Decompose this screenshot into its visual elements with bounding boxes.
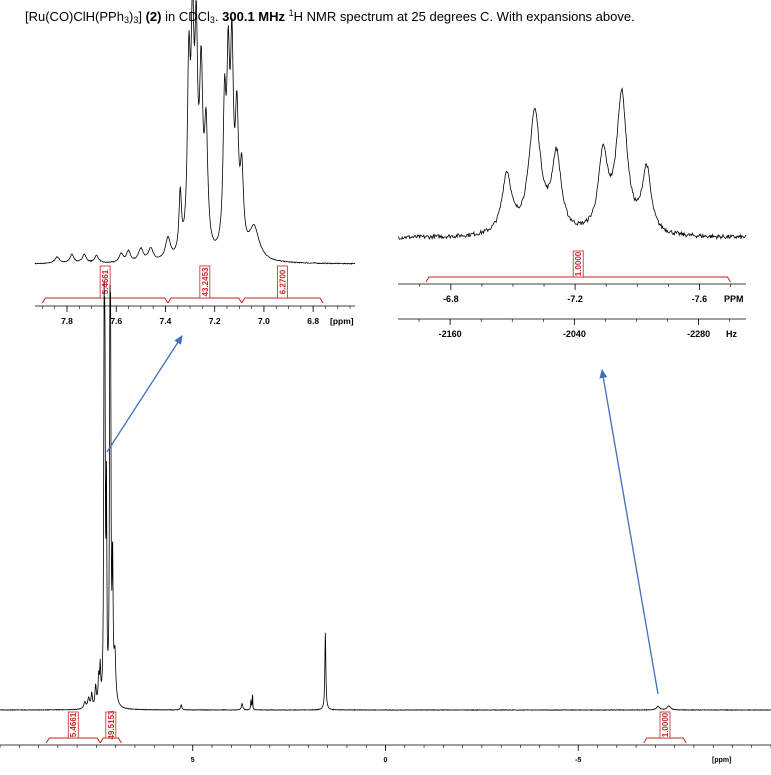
integral-value: 1.0000 — [661, 712, 670, 737]
hz-tick-label: -2160 — [439, 329, 462, 339]
formula-prefix: [Ru(CO)ClH(PPh — [25, 9, 124, 24]
x-tick-label: 5 — [191, 757, 195, 764]
caption-period: . — [214, 9, 223, 24]
figure-caption: [Ru(CO)ClH(PPh3)3] (2) in CDCl3. 300.1 M… — [25, 8, 765, 25]
integral-label-box — [67, 711, 79, 739]
x-tick-label: 7.2 — [209, 316, 221, 326]
hydride-expansion-panel: 1.0000 -6.8 -7.2 -7.6 PPM -2160 -2040 -2280 Hz — [397, 86, 747, 339]
integral-label-box — [99, 265, 111, 299]
integral-bracket — [425, 276, 731, 283]
x-tick-label: -5 — [575, 757, 581, 764]
integral-bracket — [241, 297, 324, 304]
x-axis-unit-label: [ppm] — [712, 757, 731, 764]
solvent-subscript: 3 — [209, 15, 215, 25]
integral-label-box — [276, 265, 288, 299]
expansion-arrow-hydride — [599, 369, 659, 695]
integral-value: 6.2700 — [278, 269, 287, 294]
integral-bracket — [643, 737, 687, 744]
integral-label-box — [105, 711, 117, 739]
integral-value: 43.2453 — [201, 267, 210, 296]
formula-subscript-2: 3 — [133, 15, 139, 25]
formula-subscript-1: 3 — [123, 15, 129, 25]
spectrometer-frequency: 300.1 MHz — [222, 9, 286, 24]
aromatic-expansion-panel: 5.4661 43.2453 6.2700 7.8 7.6 7.4 7.2 7.0 6.8 [pp… — [34, 0, 356, 326]
solvent-text: in CDCl — [161, 9, 210, 24]
integral-label-box — [659, 711, 671, 739]
caption-rest: H NMR spectrum at 25 degrees C. With exp… — [293, 9, 635, 24]
formula-mid: ) — [128, 9, 134, 24]
integral-value: 1.0000 — [574, 251, 583, 276]
x-tick-label: 7.0 — [258, 316, 270, 326]
x-tick-label: 6.8 — [307, 316, 319, 326]
spectrum-trace — [397, 86, 747, 241]
x-tick-label: 7.6 — [110, 316, 122, 326]
integral-label-box — [199, 265, 211, 299]
full-spectrum-panel: 5.4661 49.5153 1.0000 5 0 -5 [ppm] — [0, 281, 771, 764]
spectrum-trace — [0, 281, 771, 711]
compound-number: (2) — [145, 9, 162, 24]
integral-value: 5.4661 — [69, 712, 78, 737]
x-tick-label: -7.6 — [692, 294, 708, 304]
formula-suffix: ] — [138, 9, 142, 24]
integral-label-box — [572, 250, 584, 278]
x-tick-label: 7.8 — [61, 316, 73, 326]
integral-value: 5.4661 — [101, 269, 110, 294]
integral-bracket — [45, 737, 101, 744]
integral-bracket — [167, 297, 243, 304]
x-tick-label: -6.8 — [443, 294, 459, 304]
hz-tick-label: -2040 — [563, 329, 586, 339]
x-tick-label: 7.4 — [160, 316, 172, 326]
x-axis-unit-label: [ppm] — [330, 316, 354, 326]
hz-tick-label: -2280 — [687, 329, 710, 339]
x-axis-unit-label: PPM — [724, 294, 744, 304]
nucleus-superscript: 1 — [288, 8, 294, 18]
x-tick-label: 0 — [384, 757, 388, 764]
spectrum-trace — [34, 0, 356, 265]
x-tick-label: -7.2 — [567, 294, 583, 304]
hz-axis-unit-label: Hz — [726, 329, 737, 339]
integral-value: 49.5153 — [107, 710, 116, 739]
expansion-arrow-aromatic — [106, 335, 183, 453]
